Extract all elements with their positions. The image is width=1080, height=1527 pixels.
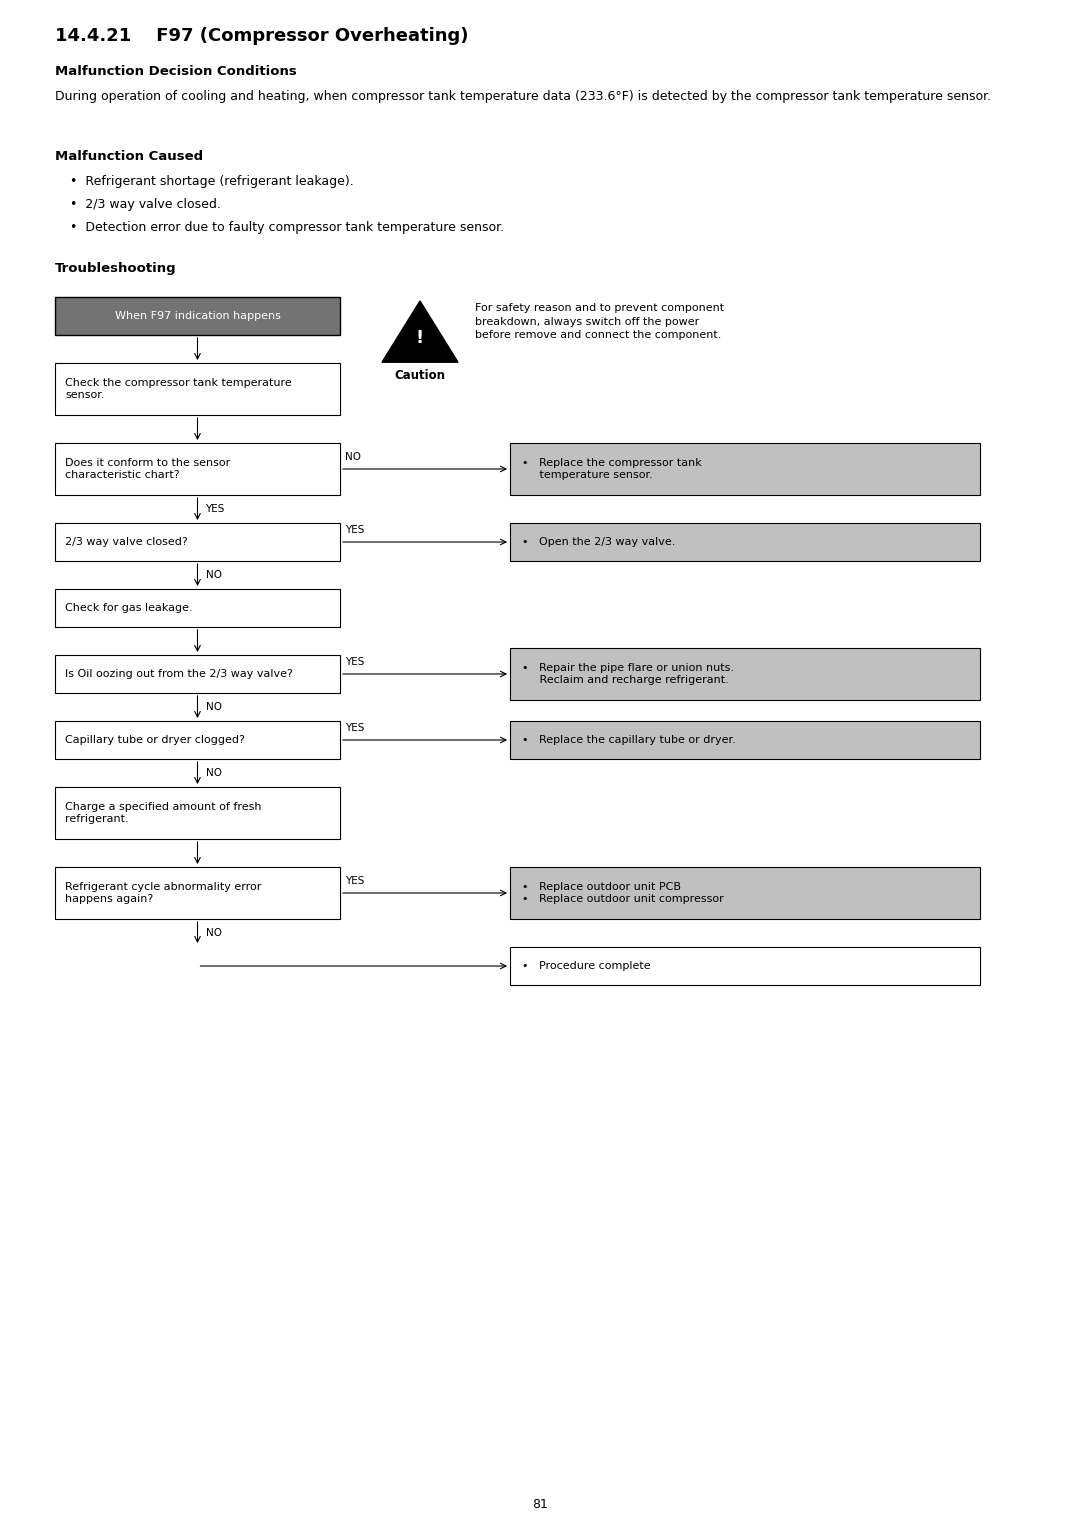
- Text: 81: 81: [532, 1498, 548, 1512]
- Text: NO: NO: [205, 570, 221, 580]
- Text: Troubleshooting: Troubleshooting: [55, 263, 177, 275]
- Text: Check for gas leakage.: Check for gas leakage.: [65, 603, 192, 612]
- Text: •  Refrigerant shortage (refrigerant leakage).: • Refrigerant shortage (refrigerant leak…: [70, 176, 354, 188]
- Bar: [55, 786, 340, 838]
- Bar: [55, 867, 340, 919]
- Text: YES: YES: [345, 722, 364, 733]
- Text: For safety reason and to prevent component
breakdown, always switch off the powe: For safety reason and to prevent compone…: [475, 302, 724, 341]
- Bar: [55, 443, 340, 495]
- Text: YES: YES: [345, 525, 364, 534]
- Text: 14.4.21    F97 (Compressor Overheating): 14.4.21 F97 (Compressor Overheating): [55, 27, 469, 44]
- Text: When F97 indication happens: When F97 indication happens: [114, 312, 281, 321]
- Text: 2/3 way valve closed?: 2/3 way valve closed?: [65, 538, 188, 547]
- Bar: [55, 589, 340, 628]
- Bar: [55, 524, 340, 560]
- Text: !: !: [416, 330, 424, 348]
- Text: Refrigerant cycle abnormality error
happens again?: Refrigerant cycle abnormality error happ…: [65, 881, 261, 904]
- Text: YES: YES: [345, 657, 364, 667]
- Bar: [510, 721, 980, 759]
- Text: Malfunction Caused: Malfunction Caused: [55, 150, 203, 163]
- Text: During operation of cooling and heating, when compressor tank temperature data (: During operation of cooling and heating,…: [55, 90, 991, 102]
- Text: YES: YES: [205, 504, 225, 515]
- Bar: [510, 443, 980, 495]
- Text: Charge a specified amount of fresh
refrigerant.: Charge a specified amount of fresh refri…: [65, 802, 261, 825]
- Text: Caution: Caution: [394, 370, 446, 382]
- Text: •   Replace the compressor tank
     temperature sensor.: • Replace the compressor tank temperatur…: [522, 458, 702, 479]
- Text: •   Open the 2/3 way valve.: • Open the 2/3 way valve.: [522, 538, 675, 547]
- Bar: [55, 721, 340, 759]
- Text: •  Detection error due to faulty compressor tank temperature sensor.: • Detection error due to faulty compress…: [70, 221, 504, 234]
- Text: NO: NO: [205, 768, 221, 777]
- Text: Malfunction Decision Conditions: Malfunction Decision Conditions: [55, 66, 297, 78]
- Text: Capillary tube or dryer clogged?: Capillary tube or dryer clogged?: [65, 734, 245, 745]
- Text: NO: NO: [205, 928, 221, 938]
- Bar: [510, 947, 980, 985]
- Bar: [510, 647, 980, 699]
- Text: YES: YES: [345, 876, 364, 886]
- Bar: [55, 363, 340, 415]
- Bar: [55, 296, 340, 334]
- Text: •   Procedure complete: • Procedure complete: [522, 960, 650, 971]
- Bar: [55, 655, 340, 693]
- Bar: [510, 524, 980, 560]
- Bar: [510, 867, 980, 919]
- Text: Is Oil oozing out from the 2/3 way valve?: Is Oil oozing out from the 2/3 way valve…: [65, 669, 293, 680]
- Text: Does it conform to the sensor
characteristic chart?: Does it conform to the sensor characteri…: [65, 458, 230, 479]
- Text: NO: NO: [345, 452, 361, 463]
- Polygon shape: [382, 301, 458, 362]
- Text: NO: NO: [205, 702, 221, 712]
- Text: •  2/3 way valve closed.: • 2/3 way valve closed.: [70, 199, 221, 211]
- Text: Check the compressor tank temperature
sensor.: Check the compressor tank temperature se…: [65, 377, 292, 400]
- Text: •   Replace the capillary tube or dryer.: • Replace the capillary tube or dryer.: [522, 734, 735, 745]
- Text: •   Repair the pipe flare or union nuts.
     Reclaim and recharge refrigerant.: • Repair the pipe flare or union nuts. R…: [522, 663, 734, 686]
- Text: •   Replace outdoor unit PCB
•   Replace outdoor unit compressor: • Replace outdoor unit PCB • Replace out…: [522, 881, 724, 904]
